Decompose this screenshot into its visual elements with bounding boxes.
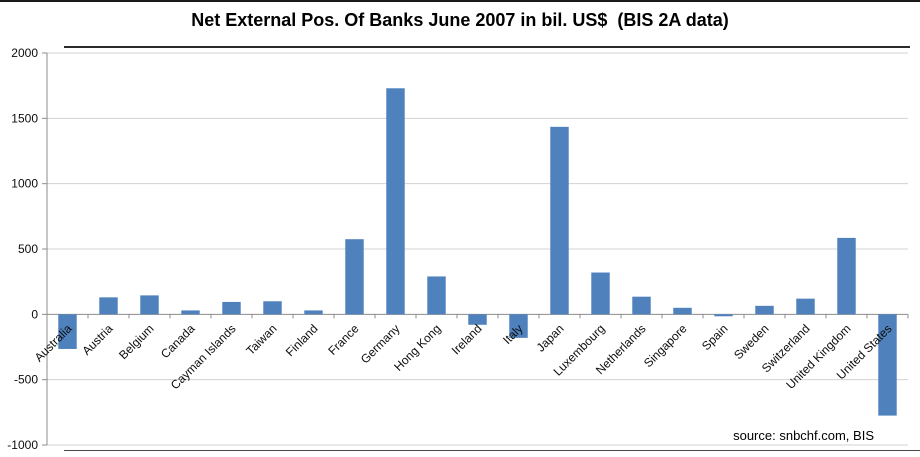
bar — [58, 314, 77, 349]
x-axis-category-label: Taiwan — [243, 322, 279, 358]
bar — [878, 314, 897, 416]
figure-top-border — [0, 0, 920, 2]
x-axis-category-label: Austria — [79, 321, 116, 358]
bar — [304, 310, 323, 315]
bar — [181, 310, 200, 315]
bar — [837, 237, 856, 315]
bar — [222, 301, 241, 315]
bar — [714, 314, 733, 317]
bar — [99, 297, 118, 315]
x-axis-category-label: Japan — [534, 322, 567, 355]
title-underline — [64, 46, 910, 48]
y-axis-tick-label: 500 — [18, 242, 38, 256]
figure-bottom-border — [64, 450, 920, 451]
bar — [755, 305, 774, 315]
bar — [140, 295, 159, 315]
bar — [796, 298, 815, 315]
x-axis-category-label: France — [325, 321, 362, 358]
bar — [468, 314, 487, 325]
x-axis-category-label: Spain — [699, 322, 731, 354]
x-axis-category-label: Finland — [283, 322, 321, 360]
bar — [427, 276, 446, 315]
y-axis-tick-label: 1000 — [11, 177, 38, 191]
bar — [550, 126, 569, 315]
y-axis-tick-label: 2000 — [11, 46, 38, 60]
x-axis-category-label: Sweden — [731, 322, 772, 363]
bar — [386, 88, 405, 315]
y-axis-tick-label: -500 — [14, 373, 38, 387]
bar — [632, 296, 651, 315]
chart-title: Net External Pos. Of Banks June 2007 in … — [191, 10, 729, 30]
bar — [263, 301, 282, 315]
x-axis-category-label: Canada — [158, 321, 198, 361]
bar — [509, 314, 528, 338]
bar — [345, 239, 364, 315]
x-axis-category-label: Belgium — [116, 322, 157, 363]
y-axis-tick-label: 1500 — [11, 111, 38, 125]
source-label: source: snbchf.com, BIS — [733, 428, 874, 443]
x-axis-category-label: Ireland — [449, 322, 485, 358]
x-axis-category-label: Singapore — [641, 321, 690, 370]
bar — [591, 272, 610, 315]
y-axis-tick-label: -1000 — [7, 438, 38, 452]
y-axis-tick-label: 0 — [31, 307, 38, 321]
bar — [673, 307, 692, 315]
